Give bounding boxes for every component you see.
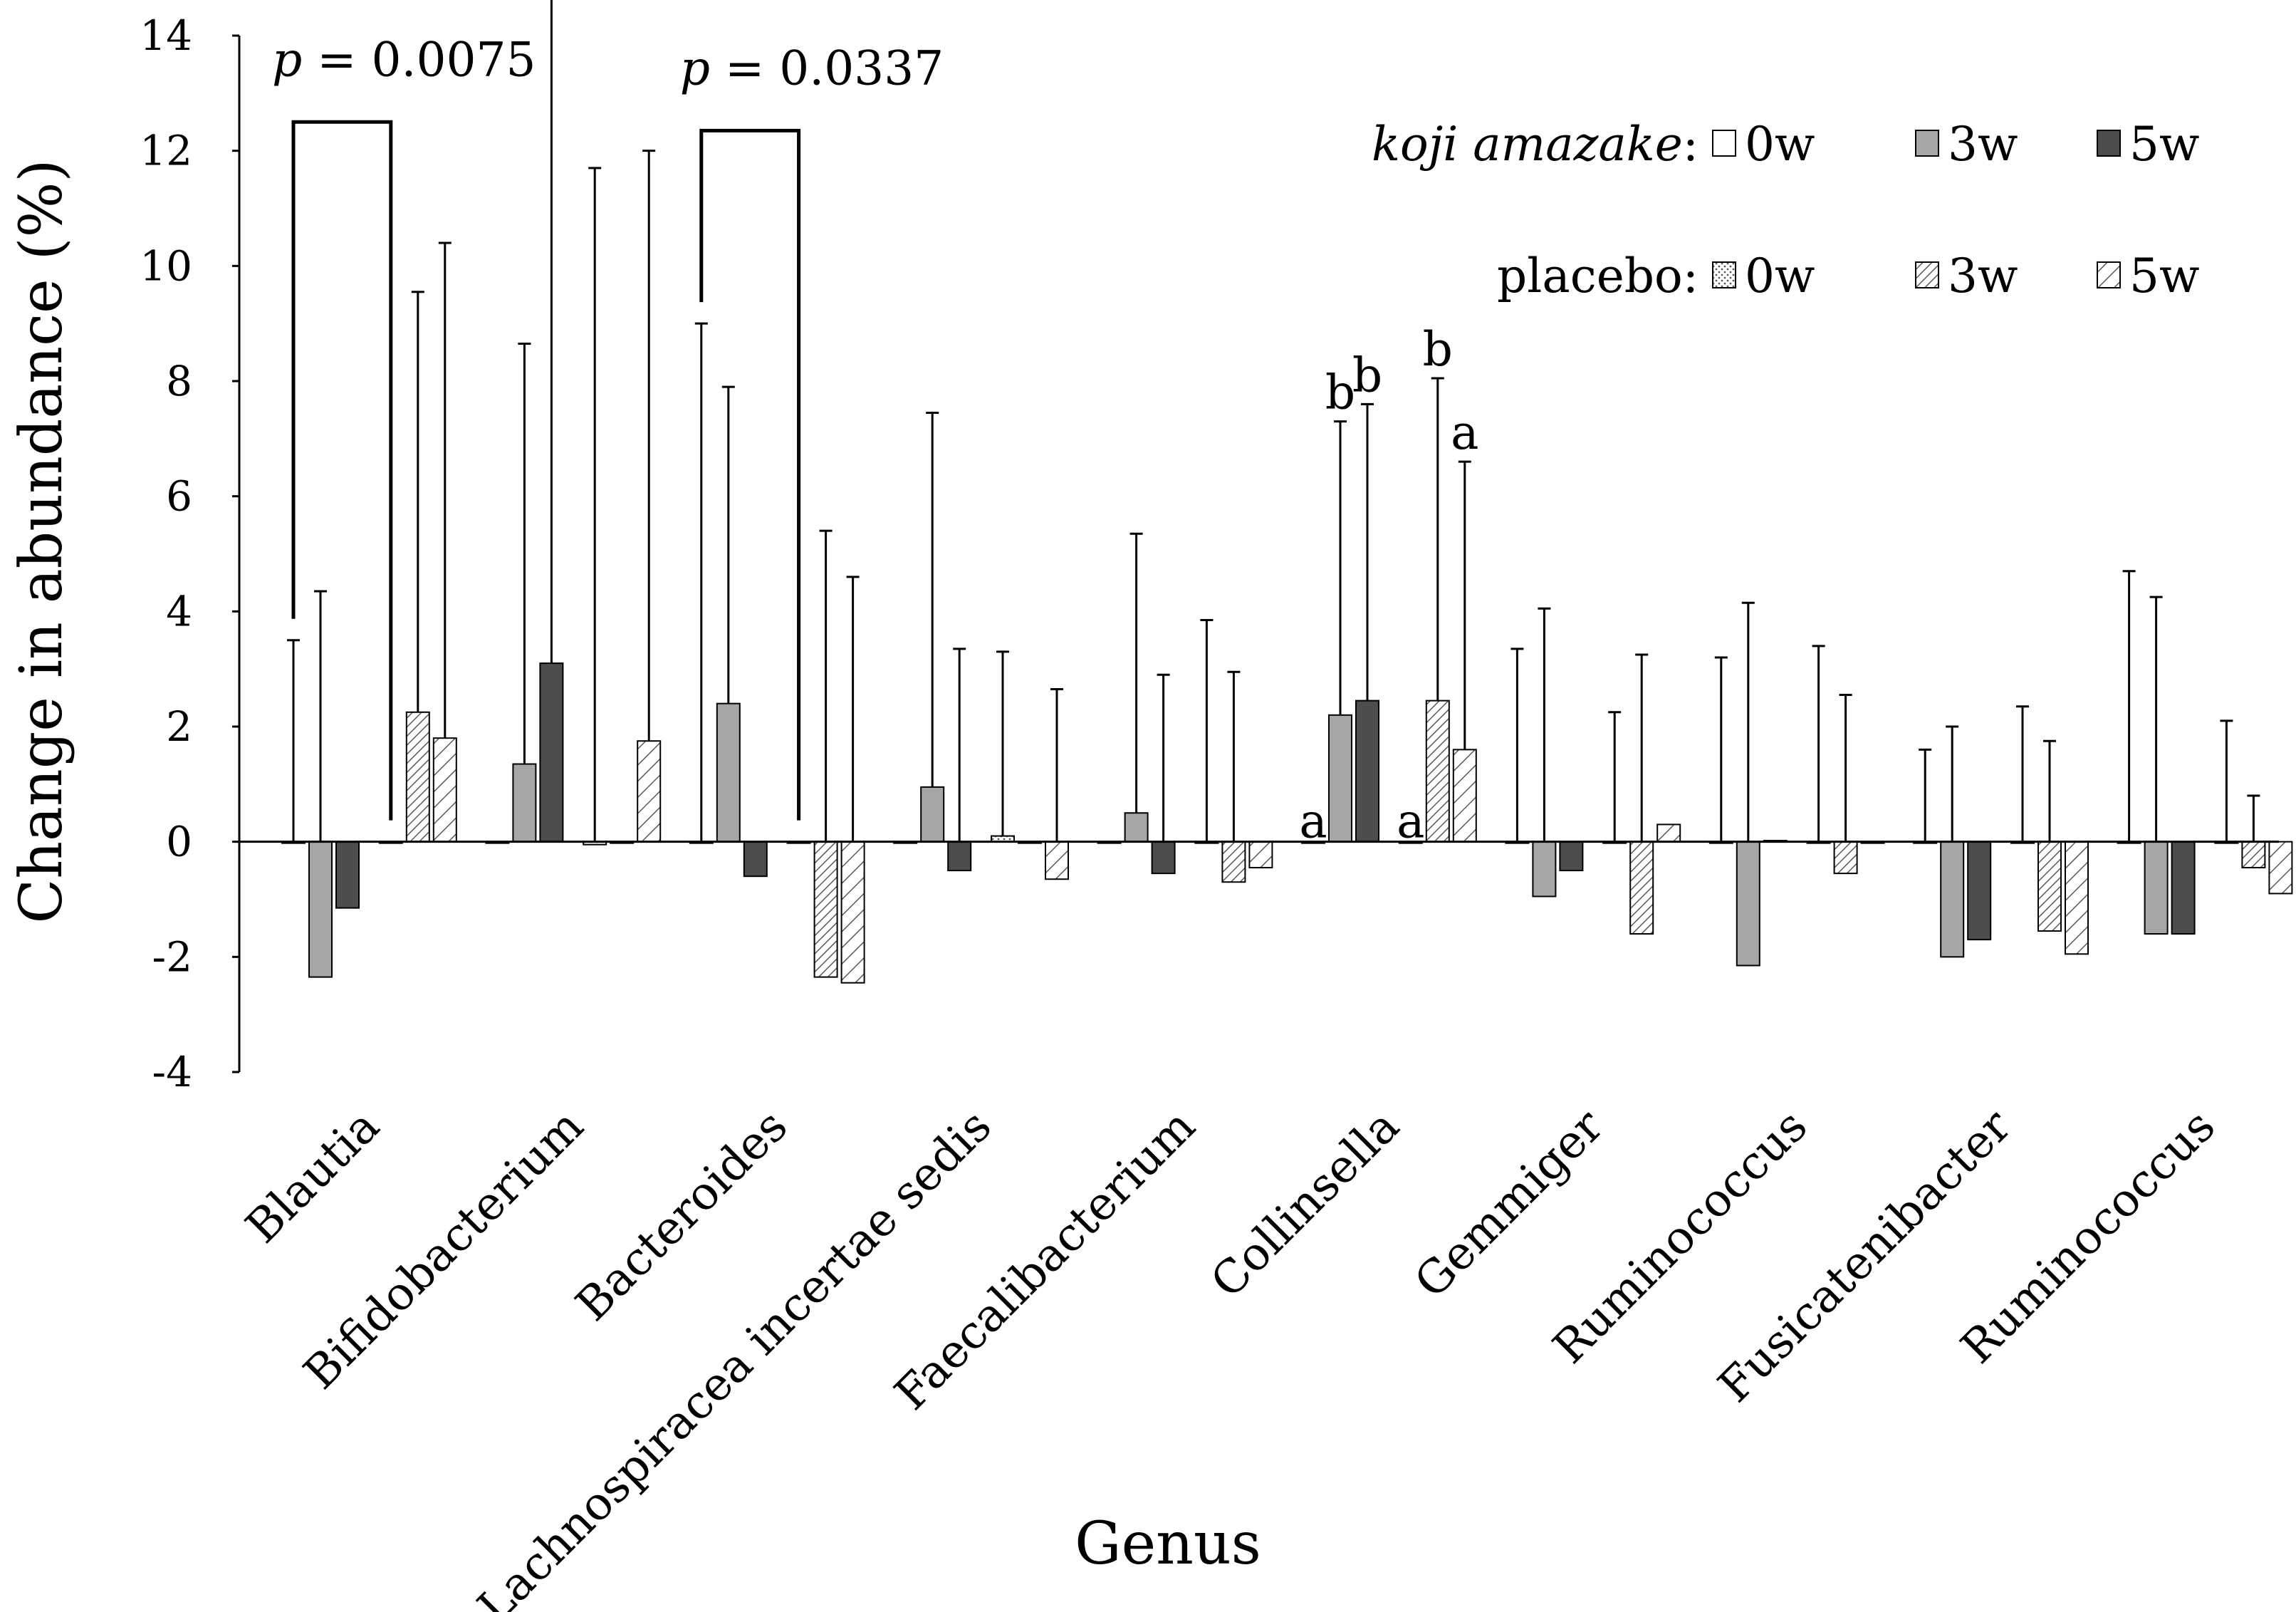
bar-3w-placebo — [1833, 841, 1858, 875]
y-tick-label: -4 — [152, 1048, 193, 1096]
bar-3w-koji-amazake — [1328, 714, 1352, 843]
significance-letter: a — [1397, 794, 1424, 849]
bar-3w-placebo — [813, 841, 838, 978]
bar-3w-placebo — [1221, 841, 1246, 883]
x-axis-title: Genus — [1075, 1510, 1261, 1578]
y-tick-label: 0 — [166, 818, 192, 866]
bar-3w-koji-amazake — [512, 763, 537, 843]
y-tick-label: 4 — [166, 587, 192, 635]
y-axis-title: Change in abundance (%) — [8, 159, 75, 923]
bar-5w-koji-amazake — [1559, 841, 1584, 872]
significance-letter: a — [1299, 794, 1327, 849]
bar-3w-koji-amazake — [920, 786, 945, 843]
p-value-label: p = 0.0075 — [272, 32, 536, 87]
p-symbol: p — [680, 41, 710, 95]
bar-3w-koji-amazake — [308, 841, 333, 978]
legend-group-name: placebo — [1497, 249, 1683, 303]
legend-item-label: 0w — [1745, 249, 1815, 303]
legend-swatch — [1712, 261, 1736, 288]
legend-item-label: 5w — [2129, 117, 2199, 172]
bar-5w-placebo — [2268, 841, 2293, 895]
bar-3w-placebo — [1629, 841, 1654, 935]
legend-item-label: 0w — [1745, 117, 1815, 172]
legend-swatch — [1915, 261, 1939, 288]
bar-5w-koji-amazake — [743, 841, 768, 878]
legend-colon: : — [1683, 249, 1698, 303]
significance-letter: b — [1352, 348, 1382, 402]
p-symbol: p — [272, 32, 302, 87]
x-tick-label: Bacteroides — [566, 1100, 798, 1331]
bar-5w-placebo — [1248, 841, 1273, 869]
legend-swatch — [2097, 261, 2121, 288]
significance-bracket — [699, 128, 801, 821]
legend-colon: : — [1683, 117, 1698, 172]
bar-5w-placebo — [840, 841, 865, 984]
bar-3w-koji-amazake — [1124, 812, 1149, 843]
significance-letter: b — [1325, 365, 1355, 420]
bar-3w-koji-amazake — [716, 702, 741, 843]
bar-5w-koji-amazake — [1967, 841, 1992, 941]
bar-3w-koji-amazake — [1532, 841, 1557, 898]
p-value: = 0.0337 — [710, 41, 944, 95]
bar-5w-koji-amazake — [335, 841, 360, 909]
bar-5w-placebo — [1045, 841, 1069, 880]
bar-5w-koji-amazake — [947, 841, 972, 872]
bar-5w-koji-amazake — [1151, 841, 1176, 875]
bar-5w-placebo — [637, 740, 662, 843]
y-tick-label: 10 — [140, 241, 192, 290]
legend-item-label: 3w — [1948, 249, 2018, 303]
significance-bracket — [291, 120, 393, 821]
y-tick-label: 14 — [140, 11, 192, 60]
p-value-label: p = 0.0337 — [680, 41, 944, 95]
bar-3w-placebo — [405, 711, 430, 843]
legend-item-label: 3w — [1948, 117, 2018, 172]
bar-5w-koji-amazake — [2171, 841, 2196, 935]
legend-group-label: placebo: — [1497, 249, 1698, 303]
x-tick-label: Blautia — [236, 1100, 390, 1254]
significance-letter: a — [1451, 405, 1478, 460]
y-tick-label: 12 — [140, 127, 192, 175]
bar-3w-placebo — [2037, 841, 2062, 932]
y-tick-label: -2 — [152, 932, 193, 981]
legend-group-name: koji amazake — [1372, 117, 1683, 172]
bar-5w-placebo — [1452, 749, 1477, 843]
y-tick-label: 2 — [166, 702, 192, 751]
legend-swatch — [1915, 130, 1939, 157]
bar-5w-koji-amazake — [539, 662, 564, 843]
bar-3w-koji-amazake — [2144, 841, 2169, 935]
bar-3w-koji-amazake — [1736, 841, 1760, 967]
bar-5w-placebo — [2065, 841, 2089, 955]
bar-5w-placebo — [432, 737, 457, 843]
significance-letter: b — [1423, 322, 1453, 377]
bar-3w-placebo — [1425, 700, 1450, 843]
y-tick-label: 8 — [166, 357, 192, 405]
y-tick-label: 6 — [166, 472, 192, 521]
p-value: = 0.0075 — [302, 32, 536, 87]
bar-5w-koji-amazake — [1355, 700, 1379, 843]
legend-item-label: 5w — [2129, 249, 2199, 303]
legend-swatch — [1712, 130, 1736, 157]
x-tick-label: Collinsella — [1201, 1100, 1410, 1309]
bar-3w-koji-amazake — [1940, 841, 1965, 958]
x-tick-label: Gemmiger — [1405, 1100, 1614, 1309]
legend-group-label: koji amazake: — [1372, 117, 1698, 172]
bar-5w-placebo — [1656, 823, 1681, 843]
legend-swatch — [2097, 130, 2121, 157]
bar-3w-placebo — [2241, 841, 2266, 869]
